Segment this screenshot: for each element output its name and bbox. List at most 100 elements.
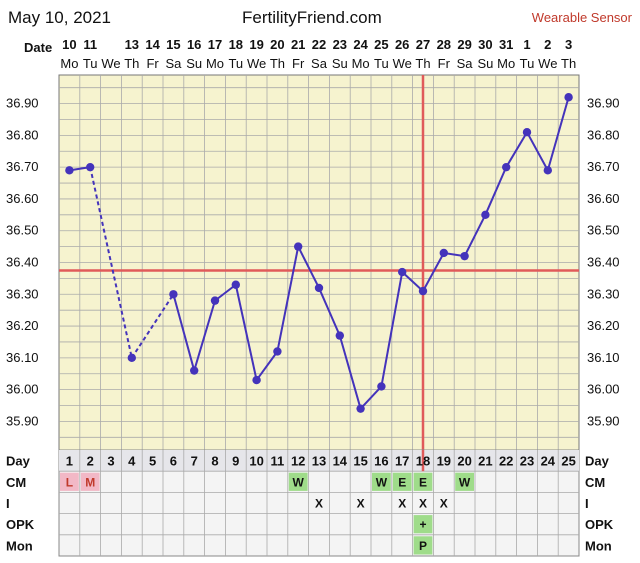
cell-highlight	[288, 472, 308, 491]
temperature-point	[294, 242, 303, 251]
temperature-segment	[422, 252, 445, 292]
temperature-point	[231, 280, 240, 289]
row-label-i-right: I	[585, 496, 589, 511]
y-tick-left: 36.30	[6, 286, 39, 301]
temperature-point	[502, 162, 511, 172]
date-tick: 15	[166, 37, 180, 52]
date-tick: 21	[291, 37, 305, 52]
cycle-day-tick: 5	[149, 454, 156, 469]
weekday-tick: Sa	[311, 56, 328, 71]
cell-highlight	[413, 536, 433, 555]
weekday-tick: Mo	[60, 56, 78, 71]
date-tick: 2	[544, 37, 551, 52]
temperature-point	[356, 404, 365, 413]
weekday-tick: Mo	[206, 56, 224, 71]
cell-mon: P	[419, 539, 427, 553]
date-row-label: Date	[24, 40, 52, 55]
y-tick-right: 36.80	[587, 127, 620, 142]
date-tick: 16	[187, 37, 201, 52]
y-tick-left: 36.00	[6, 382, 39, 397]
cell-i: X	[419, 497, 427, 511]
cycle-day-tick: 18	[416, 454, 430, 469]
date-tick: 3	[565, 37, 572, 52]
temperature-segment	[380, 271, 404, 387]
weekday-tick: Mo	[352, 56, 370, 71]
y-tick-right: 36.90	[587, 96, 620, 111]
temperature-segment	[130, 293, 175, 359]
cycle-day-tick: 17	[395, 454, 409, 469]
weekday-tick: We	[393, 56, 412, 71]
temperature-segment	[505, 131, 528, 168]
y-tick-left: 35.90	[6, 413, 39, 428]
date-tick: 19	[249, 37, 263, 52]
cell-cm: L	[66, 475, 73, 489]
weekday-tick: Tu	[228, 56, 243, 71]
cell-highlight	[80, 472, 100, 491]
date-tick: 27	[416, 37, 430, 52]
y-tick-right: 36.70	[587, 159, 620, 174]
row-label-opk-right: OPK	[585, 517, 614, 532]
date-tick: 24	[353, 37, 368, 52]
date-tick: 31	[499, 37, 513, 52]
row-label-cm-right: CM	[585, 475, 605, 490]
date-tick: 18	[229, 37, 243, 52]
temperature-segment	[276, 246, 300, 352]
weekday-tick: Th	[561, 56, 576, 71]
y-tick-left: 36.10	[6, 350, 39, 365]
weekday-tick: Tu	[83, 56, 98, 71]
cell-cm: E	[419, 475, 427, 489]
y-tick-right: 36.20	[587, 318, 620, 333]
date-tick: 29	[457, 37, 471, 52]
row-label-day-right: Day	[585, 454, 610, 469]
date-tick: 17	[208, 37, 222, 52]
weekday-tick: Mo	[497, 56, 515, 71]
y-tick-right: 36.60	[587, 191, 620, 206]
weekday-tick: Fr	[146, 56, 159, 71]
temperature-segment	[484, 166, 508, 216]
temperature-point	[418, 286, 428, 296]
cycle-day-tick: 6	[170, 454, 177, 469]
temperature-segment	[463, 214, 487, 257]
chart-date: May 10, 2021	[8, 8, 111, 27]
row-label-day-left: Day	[6, 454, 31, 469]
cycle-day-tick: 24	[541, 454, 556, 469]
sensor-label: Wearable Sensor	[532, 10, 633, 25]
weekday-tick: Tu	[520, 56, 535, 71]
temperature-point	[127, 353, 136, 363]
date-tick: 22	[312, 37, 326, 52]
temperature-plot: 35.90 35.90 36.00 36.00 36.10 36.10 36.20 36.20…	[6, 74, 620, 451]
cycle-day-tick: 2	[87, 454, 94, 469]
temperature-segment	[359, 385, 383, 410]
temperature-segment	[318, 287, 341, 336]
temperature-point	[543, 166, 552, 175]
temperature-point	[273, 347, 282, 356]
date-axis: 10 11 13 14 15 16 17 18 19 20 21 22 23 24 25 26 27 28 29 30…	[60, 37, 576, 71]
date-tick: 26	[395, 37, 409, 52]
temperature-point	[86, 162, 95, 172]
date-tick: 30	[478, 37, 492, 52]
weekday-tick: Th	[415, 56, 430, 71]
temperature-point	[460, 251, 469, 261]
y-tick-right: 36.30	[587, 286, 620, 301]
row-label-opk-left: OPK	[6, 517, 35, 532]
cycle-day-tick: 14	[333, 454, 348, 469]
y-tick-left: 36.80	[6, 127, 39, 142]
weekday-tick: Fr	[292, 56, 305, 71]
cell-cm: W	[376, 475, 388, 489]
cell-i: X	[315, 497, 323, 511]
cycle-day-tick: 10	[249, 454, 263, 469]
date-tick: 20	[270, 37, 284, 52]
cell-cm: W	[293, 475, 305, 489]
weekday-tick: We	[538, 56, 557, 71]
date-tick: 13	[125, 37, 139, 52]
temperature-segment	[89, 166, 133, 359]
y-tick-right: 35.90	[587, 413, 620, 428]
temperature-point	[377, 382, 386, 391]
cycle-day-tick: 22	[499, 454, 513, 469]
weekday-tick: Su	[332, 56, 348, 71]
cycle-day-tick: 11	[271, 454, 285, 469]
temperature-segment	[401, 271, 424, 292]
row-label-i-left: I	[6, 496, 10, 511]
cycle-day-tick: 23	[520, 454, 534, 469]
y-tick-left: 36.70	[6, 159, 39, 174]
